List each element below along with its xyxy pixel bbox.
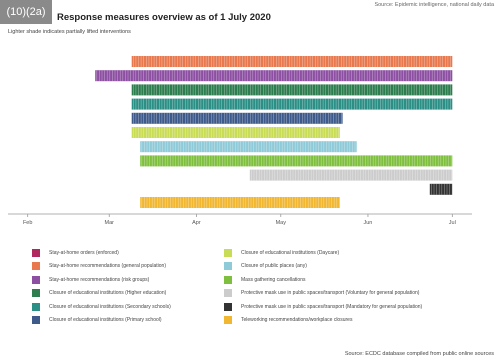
legend-item-stay-at-home-recommendations-general-population: Stay-at-home recommendations (general po… [32, 262, 166, 271]
bar-closure-of-educational-institutions-daycare [131, 127, 340, 138]
x-tick-label-feb: Feb [23, 220, 32, 226]
bar-stripes-closure-of-educational-institutions-primary-school [133, 112, 342, 124]
bar-closure-of-public-places-any [140, 141, 357, 153]
legend-item-mass-gathering-cancellations: Mass gathering cancellations [224, 275, 305, 284]
legend-swatch [32, 302, 40, 311]
legend-label: Stay-at-home recommendations (risk group… [49, 276, 150, 283]
bar-closure-of-educational-institutions-higher-education [131, 84, 453, 96]
legend-item-closure-of-public-places-any: Closure of public places (any) [224, 262, 307, 271]
legend-item-closure-of-educational-institutions-primary-school: Closure of educational institutions (Pri… [32, 316, 162, 325]
bar-mass-gathering-cancellations [140, 155, 453, 167]
legend-swatch [224, 289, 232, 297]
bar-stripes-protective-mask-use-in-public-spaces-transport-mandatory-for-general-population [431, 183, 453, 195]
bar-stripes-closure-of-educational-institutions-higher-education [133, 84, 451, 96]
bar-stripes-stay-at-home-recommendations-risk-groups [96, 70, 451, 82]
bar-stripes-protective-mask-use-in-public-spaces-transport-voluntary-for-general-population [251, 169, 452, 181]
legend-item-closure-of-educational-institutions-daycare: Closure of educational institutions (Day… [224, 248, 339, 257]
x-tick-label-jun: Jun [364, 220, 373, 226]
legend-swatch [32, 275, 40, 284]
x-tick-label-apr: Apr [192, 220, 201, 226]
legend-label: Stay-at-home recommendations (general po… [49, 263, 167, 269]
legend-swatch [32, 248, 40, 257]
bar-protective-mask-use-in-public-spaces-transport-mandatory-for-general-population [429, 183, 453, 195]
legend-label: Stay-at-home orders (enforced) [49, 249, 119, 256]
source-note-bottom: Source: ECDC database compiled from publ… [344, 351, 494, 357]
legend-label: Closure of public places (any) [241, 263, 307, 269]
bar-stripes-mass-gathering-cancellations [141, 155, 452, 167]
timeline-chart: Feb Mar Apr May Jun Jul [8, 56, 472, 226]
bar-stripes-closure-of-educational-institutions-daycare [133, 127, 340, 138]
bar-protective-mask-use-in-public-spaces-transport-voluntary-for-general-population [249, 169, 453, 181]
legend-label: Closure of educational institutions (Sec… [49, 303, 171, 310]
bar-teleworking-recommendations-workplace-closures [140, 197, 340, 208]
legend-swatch [32, 316, 40, 324]
legend-item-protective-mask-use-in-public-spaces-transport-mandatory-for-general-population: Protective mask use in public spaces/tra… [224, 302, 422, 311]
legend-swatch [224, 316, 232, 324]
bar-stay-at-home-recommendations-general-population [131, 56, 453, 67]
bar-stripes-closure-of-educational-institutions-secondary-schools [133, 98, 451, 110]
chart-title: Response measures overview as of 1 July … [57, 12, 271, 23]
legend-label: Protective mask use in public spaces/tra… [241, 303, 423, 310]
chart-subtitle: Lighter shade indicates partially lifted… [8, 29, 131, 35]
legend-item-closure-of-educational-institutions-secondary-schools: Closure of educational institutions (Sec… [32, 302, 171, 311]
bar-closure-of-educational-institutions-secondary-schools [131, 98, 453, 110]
legend-swatch [224, 302, 232, 311]
bar-stripes-stay-at-home-recommendations-general-population [133, 56, 451, 67]
bar-stripes-teleworking-recommendations-workplace-closures [141, 197, 340, 208]
bar-stripes-closure-of-public-places-any [141, 141, 356, 153]
figure-badge: (10)(2a) [0, 0, 52, 24]
x-tick-label-may: May [276, 220, 287, 226]
x-tick-label-jul: Jul [449, 220, 456, 226]
legend-label: Protective mask use in public spaces/tra… [241, 290, 420, 296]
bar-stay-at-home-recommendations-risk-groups [95, 70, 453, 82]
source-note-top: Source: Epidemic intelligence, national … [374, 2, 494, 8]
legend-item-teleworking-recommendations-workplace-closures: Teleworking recommendations/workplace cl… [224, 316, 352, 325]
legend-swatch [224, 248, 232, 257]
legend-label: Closure of educational institutions (Hig… [49, 290, 167, 296]
legend-item-stay-at-home-recommendations-risk-groups: Stay-at-home recommendations (risk group… [32, 275, 149, 284]
legend-label: Teleworking recommendations/workplace cl… [241, 317, 353, 323]
legend-item-stay-at-home-orders-enforced: Stay-at-home orders (enforced) [32, 248, 119, 257]
legend-label: Closure of educational institutions (Pri… [49, 317, 162, 323]
legend-swatch [224, 262, 232, 270]
legend-item-closure-of-educational-institutions-higher-education: Closure of educational institutions (Hig… [32, 289, 166, 298]
x-tick-label-mar: Mar [104, 220, 114, 226]
legend-swatch [224, 275, 232, 284]
legend-item-protective-mask-use-in-public-spaces-transport-voluntary-for-general-population: Protective mask use in public spaces/tra… [224, 289, 419, 298]
legend-swatch [32, 262, 40, 270]
legend-label: Mass gathering cancellations [241, 276, 306, 283]
legend-swatch [32, 289, 40, 297]
bar-closure-of-educational-institutions-primary-school [131, 112, 343, 124]
legend-label: Closure of educational institutions (Day… [241, 249, 340, 256]
